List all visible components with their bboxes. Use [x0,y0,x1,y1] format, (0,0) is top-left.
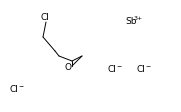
Text: Cl: Cl [10,85,18,94]
Text: 3+: 3+ [133,15,143,20]
Text: −: − [116,63,122,68]
Text: Cl: Cl [108,65,116,74]
Text: Sb: Sb [125,17,137,26]
Text: −: − [18,83,24,88]
Text: O: O [64,63,71,72]
Text: Cl: Cl [41,13,49,22]
Text: Cl: Cl [136,65,146,74]
Text: −: − [145,63,151,68]
